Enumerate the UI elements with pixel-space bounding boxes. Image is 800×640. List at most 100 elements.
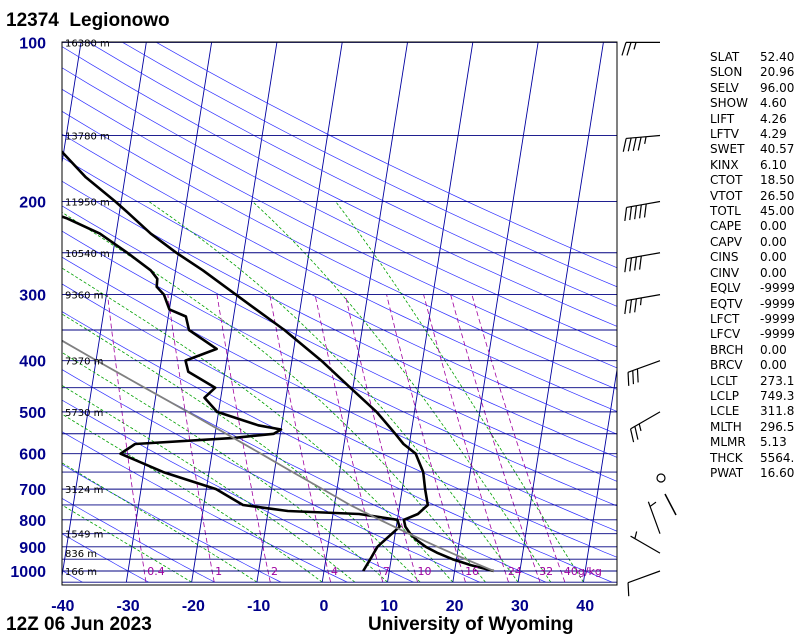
mixing-ratio-line [471, 294, 566, 583]
temperature-tick-labels: -40 -30 -20 -10 0 10 20 30 40 [51, 598, 594, 615]
mixing-ratio-label: 24 [508, 565, 522, 578]
index-key: SELV [710, 80, 739, 95]
index-row: SELV 96.00 [710, 81, 795, 96]
isotherm-line [62, 42, 82, 166]
temperature-tick-label: -20 [182, 598, 205, 615]
index-row: TOTL 45.00 [710, 204, 795, 219]
index-row: CINS 0.00 [710, 250, 795, 265]
index-row: EQTV -9999 [710, 297, 795, 312]
wind-barb [624, 200, 661, 221]
isotherm-line [582, 366, 617, 583]
index-row: LCLT 273.1 [710, 374, 795, 389]
dry-adiabat-line [62, 110, 617, 390]
height-labels: 16380 m 13780 m 11950 m 10540 m 9360 m 7370 m… [65, 38, 110, 578]
index-value: 311.8 [760, 404, 795, 419]
index-row: EQLV -9999 [710, 281, 795, 296]
index-row: MLTH 296.5 [710, 420, 795, 435]
height-label: 5730 m [65, 408, 103, 419]
index-value: 4.29 [760, 127, 787, 142]
index-row: SLON 20.96 [710, 65, 795, 80]
height-label: 13780 m [65, 131, 110, 142]
mixing-ratio-label: 32 [539, 565, 553, 578]
hodograph-segment [664, 493, 677, 516]
index-row: LFCV -9999 [710, 327, 795, 342]
hodograph-point [656, 473, 666, 483]
index-value: 45.00 [760, 204, 795, 219]
moist-adiabat-line [148, 201, 519, 583]
isotherm-line [0, 31, 18, 583]
index-row: SWET 40.57 [710, 142, 795, 157]
height-label: 166 m [65, 567, 97, 578]
moist-adiabat-line [62, 352, 388, 583]
mixing-ratio-line [314, 294, 384, 583]
pressure-tick-label: 600 [19, 447, 46, 464]
isotherm-line [191, 42, 278, 583]
temperature-tick-label: -10 [247, 598, 270, 615]
pressure-tick-label: 500 [19, 405, 46, 422]
moist-adiabat-line [62, 313, 421, 583]
height-label: 9360 m [65, 291, 103, 302]
index-value: -9999 [760, 281, 795, 296]
sounding-indices-table: SLAT 52.40 SLON 20.96 SELV 96.00 SHOW 4.60 LIFT 4… [710, 50, 795, 481]
height-label: 11950 m [65, 198, 110, 209]
dry-adiabat-line [62, 311, 613, 583]
index-row: CTOT 18.50 [710, 173, 795, 188]
index-row: LFCT -9999 [710, 312, 795, 327]
index-key: LCLP [710, 388, 739, 403]
isobar-lines [62, 41, 617, 583]
sounding-series [62, 149, 495, 573]
moist-adiabat-line [62, 384, 356, 583]
dry-adiabat-line [62, 46, 617, 327]
dry-adiabat-line [62, 256, 617, 532]
index-key: SWET [710, 142, 745, 157]
isotherm-line [321, 42, 409, 583]
index-value: 40.57 [760, 142, 795, 157]
dry-adiabat-line [62, 431, 348, 583]
dewpoint-line [62, 215, 401, 572]
index-row: CAPE 0.00 [710, 219, 795, 234]
hodograph-trace [656, 473, 677, 516]
dry-adiabat-line [62, 283, 617, 558]
index-key: LCLT [710, 373, 738, 388]
mixing-ratio-lines [107, 294, 566, 583]
mixing-ratio-label: 2 [271, 565, 278, 578]
dry-adiabat-line [88, 42, 617, 307]
dry-adiabat-line [62, 205, 617, 482]
height-label: 1549 m [65, 530, 103, 541]
index-key: LIFT [710, 111, 735, 126]
index-key: THCK [710, 450, 743, 465]
dry-adiabat-line [62, 67, 617, 348]
mixing-ratio-label: 10 [417, 565, 431, 578]
pressure-tick-labels: 100 200 300 400 500 600 700 800 900 1000 [10, 35, 46, 581]
index-key: LCLE [710, 404, 740, 419]
wind-barb [624, 294, 661, 315]
mixing-ratio-line [423, 294, 509, 583]
dry-adiabat-line [62, 230, 617, 507]
index-value: 26.50 [760, 188, 795, 203]
index-key: BRCH [710, 342, 744, 357]
index-key: CINS [710, 250, 739, 265]
mixing-ratio-line [344, 294, 418, 583]
station-id: 12374 [6, 10, 59, 31]
index-key: KINX [710, 157, 739, 172]
index-row: PWAT 16.60 [710, 466, 795, 481]
index-row: VTOT 26.50 [710, 189, 795, 204]
index-key: EQLV [710, 281, 741, 296]
index-row: KINX 6.10 [710, 158, 795, 173]
dry-adiabat-line [156, 42, 617, 269]
index-row: CAPV 0.00 [710, 235, 795, 250]
temperature-tick-label: -30 [117, 598, 140, 615]
isotherm-lines [0, 31, 617, 583]
index-value: 0.00 [760, 358, 787, 373]
index-value: 0.00 [760, 265, 787, 280]
pressure-tick-label: 1000 [10, 564, 46, 581]
moist-adiabat-lines [62, 201, 584, 583]
temperature-tick-label: 30 [511, 598, 529, 615]
mixing-ratio-label: 1 [215, 565, 222, 578]
height-label: 10540 m [65, 249, 110, 260]
index-key: CINV [710, 265, 740, 280]
mixing-ratio-label: 7 [383, 565, 390, 578]
temperature-tick-label: 0 [320, 598, 329, 615]
index-value: 96.00 [760, 80, 795, 95]
dry-adiabat-line [62, 369, 480, 583]
